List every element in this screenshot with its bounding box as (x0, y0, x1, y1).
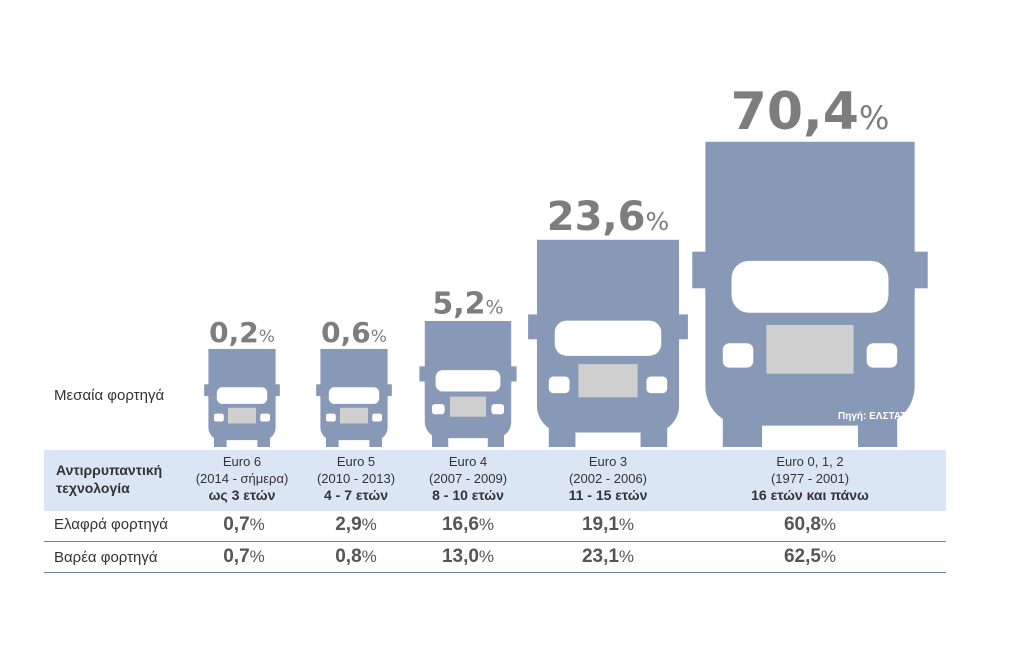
row-label-heavy-trucks: Βαρέα φορτηγά (54, 549, 158, 566)
heavy-euro5: 0,8% (335, 546, 377, 567)
windshield (435, 370, 501, 392)
wheel-right (640, 428, 668, 447)
column-name: Euro 3 (588, 454, 628, 469)
wheel-right (857, 419, 898, 447)
column-euro012: Euro 0, 1, 2 (1977 - 2001) 16 ετών και π… (751, 453, 869, 504)
column-period: (2007 - 2009) (428, 471, 508, 486)
wheel-right (257, 438, 270, 447)
headlight-left (214, 413, 224, 422)
column-period: (2002 - 2006) (568, 471, 648, 486)
mirror-right (912, 251, 928, 289)
technology-band (44, 450, 946, 511)
column-age: 8 - 10 ετών (432, 487, 504, 503)
wheel-right (369, 438, 382, 447)
mirror-left (419, 366, 426, 382)
heavy-euro6: 0,7% (223, 546, 265, 567)
mirror-right (274, 384, 280, 397)
row-label-light-trucks: Ελαφρά φορτηγά (54, 516, 168, 533)
light-euro012: 60,8% (783, 514, 837, 535)
mirror-right (677, 314, 688, 340)
column-age: ως 3 ετών (208, 487, 276, 503)
headlight-right (491, 404, 504, 415)
column-age: 4 - 7 ετών (323, 487, 389, 503)
grille (340, 407, 368, 424)
technology-header-line1: Αντιρρυπαντική (56, 462, 163, 478)
series-label-medium-trucks: Μεσαία φορτηγά (54, 387, 165, 404)
light-euro5: 2,9% (335, 514, 377, 535)
light-euro6: 0,7% (223, 514, 265, 535)
column-name: Euro 5 (336, 454, 376, 469)
grille (450, 396, 486, 417)
value-label: 5,2% (432, 287, 503, 322)
headlight-left (326, 413, 336, 422)
technology-header: Αντιρρυπαντική τεχνολογία (56, 461, 162, 497)
column-age: 16 ετών και πάνω (751, 487, 869, 503)
column-age: 11 - 15 ετών (568, 487, 648, 503)
value-label: 0,2% (209, 316, 275, 349)
source-note: Πηγή: ΕΛΣΤΑΤ (838, 411, 907, 422)
heavy-euro4: 13,0% (441, 546, 495, 567)
heavy-euro012: 62,5% (783, 546, 837, 567)
truck-bar (316, 349, 392, 447)
grille (228, 407, 256, 424)
mirror-right (510, 366, 517, 382)
column-name: Euro 4 (448, 454, 488, 469)
mirror-left (316, 384, 322, 397)
headlight-right (260, 413, 270, 422)
truck-bar (528, 239, 688, 447)
headlight-left (722, 343, 754, 368)
column-euro5: Euro 5 (2010 - 2013) 4 - 7 ετών (317, 453, 395, 504)
mirror-right (386, 384, 392, 397)
wheel-right (487, 435, 504, 447)
column-euro4: Euro 4 (2007 - 2009) 8 - 10 ετών (429, 453, 507, 504)
table-bottom-rule (44, 572, 946, 573)
column-euro6: Euro 6 (2014 - σήμερα) ως 3 ετών (196, 453, 289, 504)
headlight-right (866, 343, 898, 368)
column-period: (1977 - 2001) (770, 471, 850, 486)
grille (766, 324, 854, 374)
windshield (731, 260, 889, 313)
mirror-left (204, 384, 210, 397)
windshield (216, 387, 268, 404)
light-euro4: 16,6% (441, 514, 495, 535)
column-name: Euro 0, 1, 2 (776, 454, 844, 469)
headlight-left (548, 376, 570, 394)
technology-header-line2: τεχνολογία (56, 480, 130, 496)
mirror-left (528, 314, 539, 340)
value-label: 23,6% (547, 194, 669, 240)
column-euro3: Euro 3 (2002 - 2006) 11 - 15 ετών (569, 453, 648, 504)
heavy-euro3: 23,1% (581, 546, 635, 567)
windshield (328, 387, 380, 404)
value-label: 0,6% (321, 316, 387, 349)
mirror-left (692, 251, 708, 289)
grille (578, 364, 638, 398)
truck-bar (419, 321, 517, 447)
column-period: (2014 - σήμερα) (195, 471, 289, 486)
wheel-left (326, 438, 339, 447)
headlight-left (432, 404, 445, 415)
value-label: 70,4% (731, 82, 890, 142)
row-divider (44, 541, 946, 542)
windshield (554, 320, 662, 356)
wheel-left (722, 419, 763, 447)
headlight-right (372, 413, 382, 422)
column-period: (2010 - 2013) (316, 471, 396, 486)
light-euro3: 19,1% (581, 514, 635, 535)
wheel-left (432, 435, 449, 447)
column-name: Euro 6 (222, 454, 262, 469)
headlight-right (646, 376, 668, 394)
wheel-left (548, 428, 576, 447)
truck-bar (204, 349, 280, 447)
wheel-left (214, 438, 227, 447)
truck-bar (692, 141, 928, 447)
